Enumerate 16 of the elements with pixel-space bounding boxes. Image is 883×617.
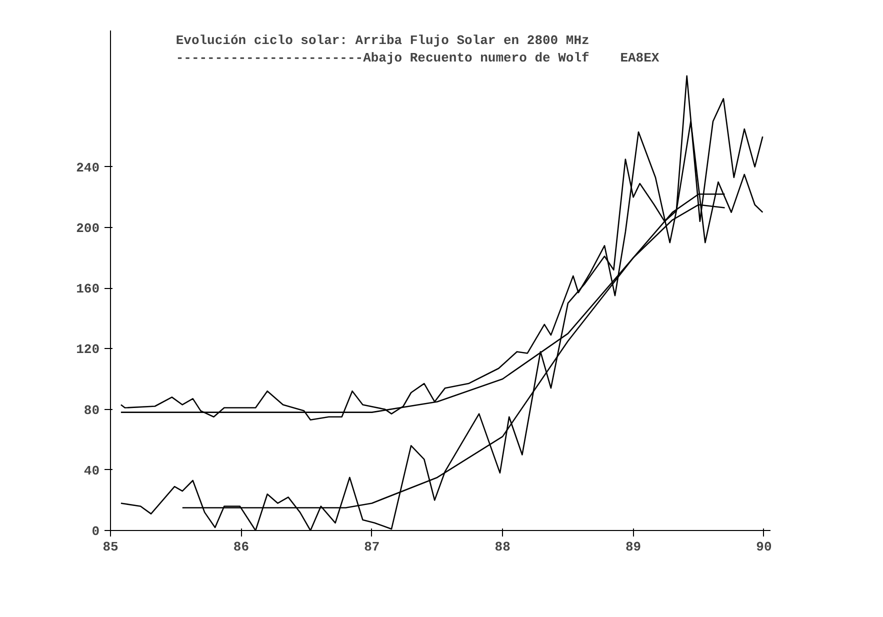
x-tick-label: 89 xyxy=(625,540,642,554)
chart-title: Evolución ciclo solar: Arriba Flujo Solar en 2800 MHz xyxy=(176,33,590,48)
y-tick-label: 40 xyxy=(84,463,100,478)
y-tick-label: 160 xyxy=(76,282,100,297)
y-tick-label: 200 xyxy=(76,220,100,236)
x-tick-label: 90 xyxy=(756,540,772,554)
y-tick-label: 240 xyxy=(76,160,100,176)
text: ------------------------Abajo Recuento numero de Wolf xyxy=(176,50,590,66)
x-tick-label: 86 xyxy=(233,540,250,554)
x-tick-label: 85 xyxy=(102,540,118,554)
x-tick-label: 87 xyxy=(364,540,380,554)
y-tick-label: 0 xyxy=(92,524,100,539)
annotation: EA8EX xyxy=(620,50,660,66)
x-tick-label: 88 xyxy=(494,540,511,554)
y-tick-label: 120 xyxy=(76,342,100,358)
y-tick-label: 80 xyxy=(84,402,100,418)
